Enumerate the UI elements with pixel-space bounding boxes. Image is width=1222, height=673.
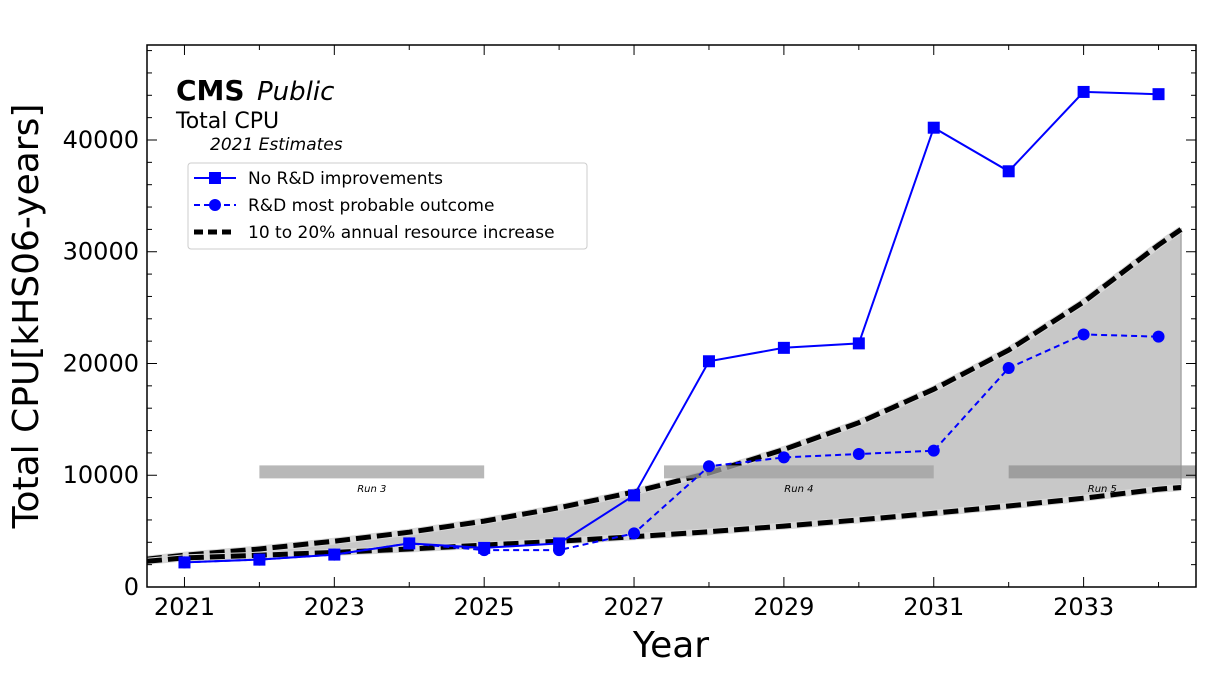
band-lower-line [147, 485, 1182, 564]
legend-label-no-rd: No R&D improvements [248, 169, 443, 189]
run-label-3: Run 3 [357, 484, 386, 495]
point-no-rd-2029 [777, 341, 790, 354]
point-rd-2022 [253, 553, 266, 566]
point-rd-2025 [478, 544, 491, 557]
y-tick-label-10000: 10000 [63, 461, 139, 489]
point-no-rd-2027 [628, 489, 641, 502]
run-label-4: Run 4 [784, 484, 813, 495]
x-tick-label-2021: 2021 [154, 593, 215, 621]
y-tick-label-30000: 30000 [63, 238, 139, 266]
point-no-rd-2033 [1077, 85, 1090, 98]
run-label-5: Run 5 [1088, 484, 1117, 495]
point-rd-2028 [702, 460, 715, 473]
x-axis-title: Year [632, 625, 709, 666]
band-upper-line [147, 227, 1183, 562]
point-rd-2033 [1077, 328, 1090, 341]
point-rd-2031 [927, 444, 940, 457]
point-no-rd-2032 [1002, 165, 1015, 178]
point-rd-2032 [1002, 361, 1015, 374]
y-tick-label-40000: 40000 [63, 126, 139, 154]
point-no-rd-2031 [927, 121, 940, 134]
legend: No R&D improvements R&D most probable ou… [187, 162, 588, 250]
series-line-rd [184, 333, 1159, 564]
x-tick-label-2033: 2033 [1053, 593, 1114, 621]
chart-subtitle: 2021 Estimates [210, 135, 343, 155]
y-axis-title: Total CPU[kHS06-years] [6, 104, 47, 530]
run-bar-3 [259, 465, 485, 479]
run-bars-layer: Run 3 Run 4 Run 5 [259, 465, 1196, 495]
legend-marker-circle [209, 199, 221, 211]
x-tick-label-2031: 2031 [903, 593, 964, 621]
point-no-rd-2034 [1152, 88, 1165, 101]
run-bar-5 [1008, 465, 1196, 479]
x-tick-label-2029: 2029 [753, 593, 814, 621]
status-label: Public [257, 77, 334, 107]
x-tick-label-2023: 2023 [304, 593, 365, 621]
x-tick-label-2027: 2027 [603, 593, 664, 621]
series-layer [178, 85, 1165, 569]
x-tick-label-2025: 2025 [454, 593, 515, 621]
axes-layer: 2021 2023 2025 2027 2029 2031 2033 0 10000 20000 3… [63, 44, 1197, 621]
point-rd-2027 [628, 527, 641, 540]
point-no-rd-2030 [852, 337, 865, 350]
legend-label-band: 10 to 20% annual resource increase [248, 223, 555, 243]
experiment-label: CMS [176, 74, 245, 107]
point-rd-2026 [553, 544, 566, 557]
point-rd-2024 [403, 537, 416, 550]
point-rd-2034 [1152, 330, 1165, 343]
run-bar-4 [664, 465, 934, 479]
point-rd-2030 [852, 448, 865, 461]
chart-title: Total CPU [175, 109, 279, 134]
y-tick-label-20000: 20000 [63, 349, 139, 377]
legend-label-rd: R&D most probable outcome [248, 196, 494, 216]
point-rd-2021 [178, 556, 191, 569]
legend-marker-square [209, 172, 221, 184]
point-no-rd-2028 [702, 355, 715, 368]
resource-band-layer [147, 226, 1183, 565]
band-fill [147, 227, 1182, 563]
plot-frame [146, 44, 1197, 588]
y-tick-label-0: 0 [124, 573, 139, 601]
point-rd-2029 [777, 451, 790, 464]
point-rd-2023 [328, 548, 341, 561]
legend-frame [187, 162, 588, 250]
